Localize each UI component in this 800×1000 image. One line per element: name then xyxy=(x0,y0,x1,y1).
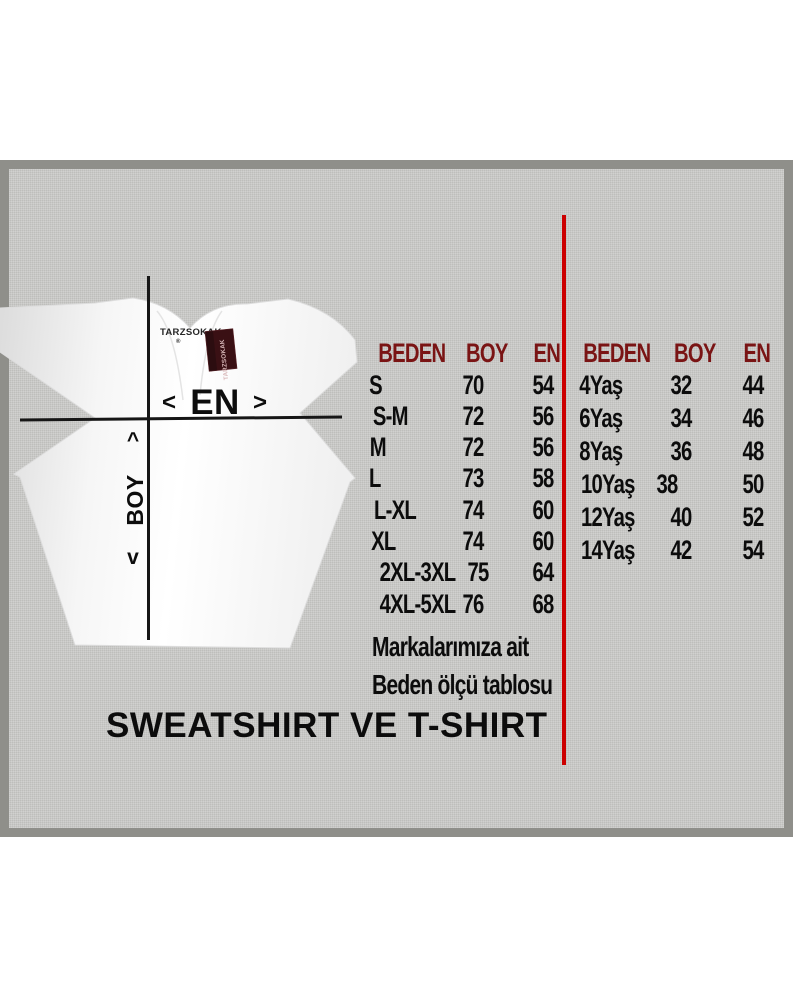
svg-text:v: v xyxy=(127,546,139,569)
svg-text:>: > xyxy=(253,389,267,416)
svg-text:EN: EN xyxy=(190,383,240,422)
svg-text:BOY: BOY xyxy=(122,474,148,525)
svg-text:<: < xyxy=(162,389,176,416)
svg-text:®: ® xyxy=(176,338,181,345)
svg-text:^: ^ xyxy=(127,429,139,452)
